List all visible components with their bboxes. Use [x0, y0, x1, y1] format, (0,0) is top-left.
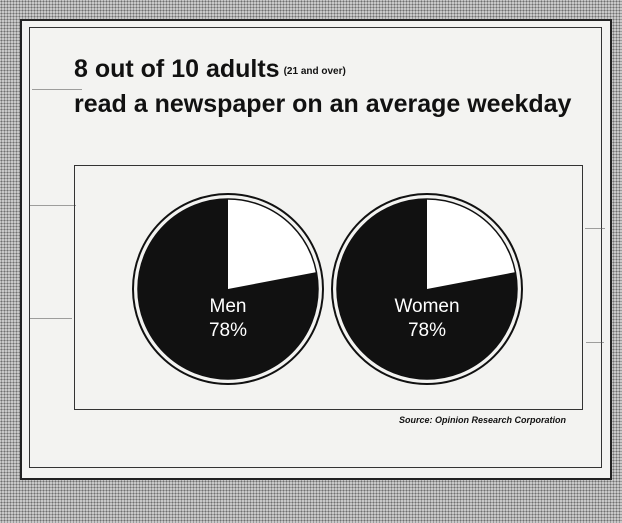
pie-men-outline [132, 193, 324, 385]
chart-box: Men 78% Women 78% [74, 165, 583, 410]
print-noise-line [32, 89, 82, 90]
pie-charts: Men 78% Women 78% [132, 193, 523, 385]
pie-women-label: Women [394, 296, 459, 317]
print-noise-line [30, 318, 72, 319]
inner-frame [29, 27, 602, 468]
pie-men-slice-readers [137, 199, 318, 379]
print-noise-line [585, 228, 605, 229]
pie-men-value-label: 78% [209, 320, 247, 341]
source-note: Source: Opinion Research Corporation [398, 415, 566, 425]
title-line2: read a newspaper on an average weekday [74, 90, 572, 118]
title-note: (21 and over) [283, 66, 346, 77]
pie-women-value-label: 78% [408, 320, 446, 341]
pie-women-slice-readers [336, 199, 517, 379]
print-noise-line [586, 342, 604, 343]
print-noise-line [30, 205, 76, 206]
pie-men: Men 78% [132, 193, 324, 385]
chart-title: 8 out of 10 adults (21 and over) read a n… [74, 55, 571, 117]
pie-women: Women 78% [331, 193, 523, 385]
pie-women-outline [331, 193, 523, 385]
title-main: 8 out of 10 adults [74, 55, 280, 83]
pie-men-label: Men [210, 296, 247, 317]
